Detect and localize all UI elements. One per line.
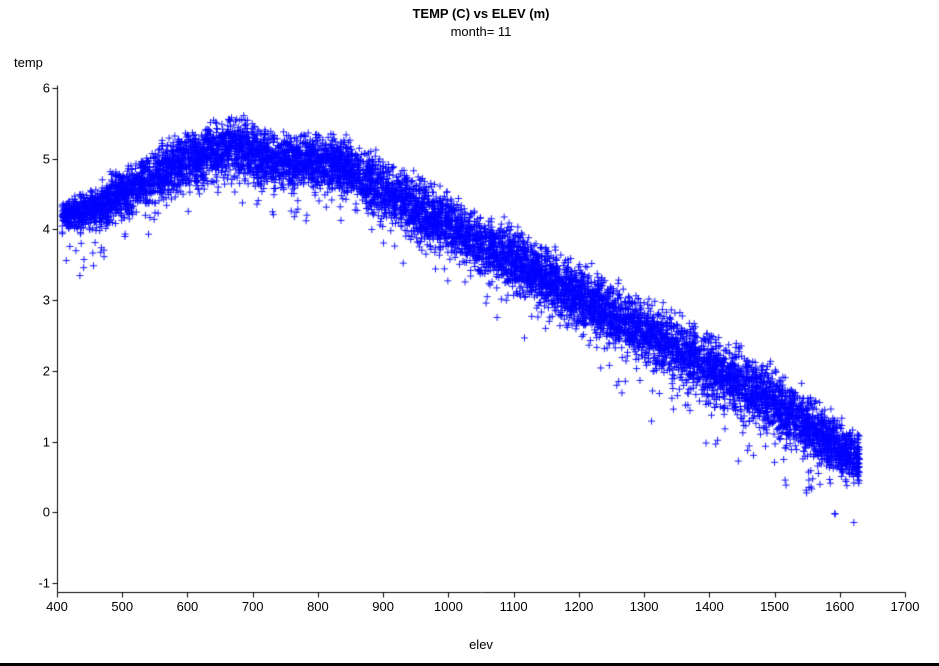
y-tick-label: 6 xyxy=(42,80,50,96)
x-tick-label: 1600 xyxy=(825,599,855,614)
x-tick-label: 1500 xyxy=(760,599,789,614)
x-axis-label: elev xyxy=(469,637,493,652)
x-tick-label: 1100 xyxy=(499,599,528,614)
y-axis-label: temp xyxy=(14,55,43,70)
x-tick-label: 1700 xyxy=(890,599,920,614)
y-tick-label: 4 xyxy=(42,221,50,237)
y-tick-label: -1 xyxy=(38,575,50,591)
bottom-border-line xyxy=(0,663,939,666)
x-tick-label: 900 xyxy=(372,599,394,614)
x-tick-label: 400 xyxy=(46,599,68,614)
y-tick-label: 2 xyxy=(42,363,50,379)
x-tick-label: 1400 xyxy=(694,599,724,614)
chart-title: TEMP (C) vs ELEV (m) xyxy=(412,6,550,21)
y-tick-label: 3 xyxy=(42,292,50,308)
x-tick-label: 700 xyxy=(241,599,264,614)
y-tick-label: 1 xyxy=(42,434,50,450)
x-tick-label: 600 xyxy=(176,599,199,614)
x-tick-label: 1000 xyxy=(433,599,463,614)
x-tick-label: 500 xyxy=(111,599,134,614)
x-tick-label: 1300 xyxy=(629,599,659,614)
x-tick-label: 800 xyxy=(307,599,329,614)
y-tick-label: 0 xyxy=(42,504,50,520)
chart-subtitle: month= 11 xyxy=(450,24,512,39)
y-tick-label: 5 xyxy=(42,151,50,167)
x-tick-label: 1200 xyxy=(564,599,594,614)
